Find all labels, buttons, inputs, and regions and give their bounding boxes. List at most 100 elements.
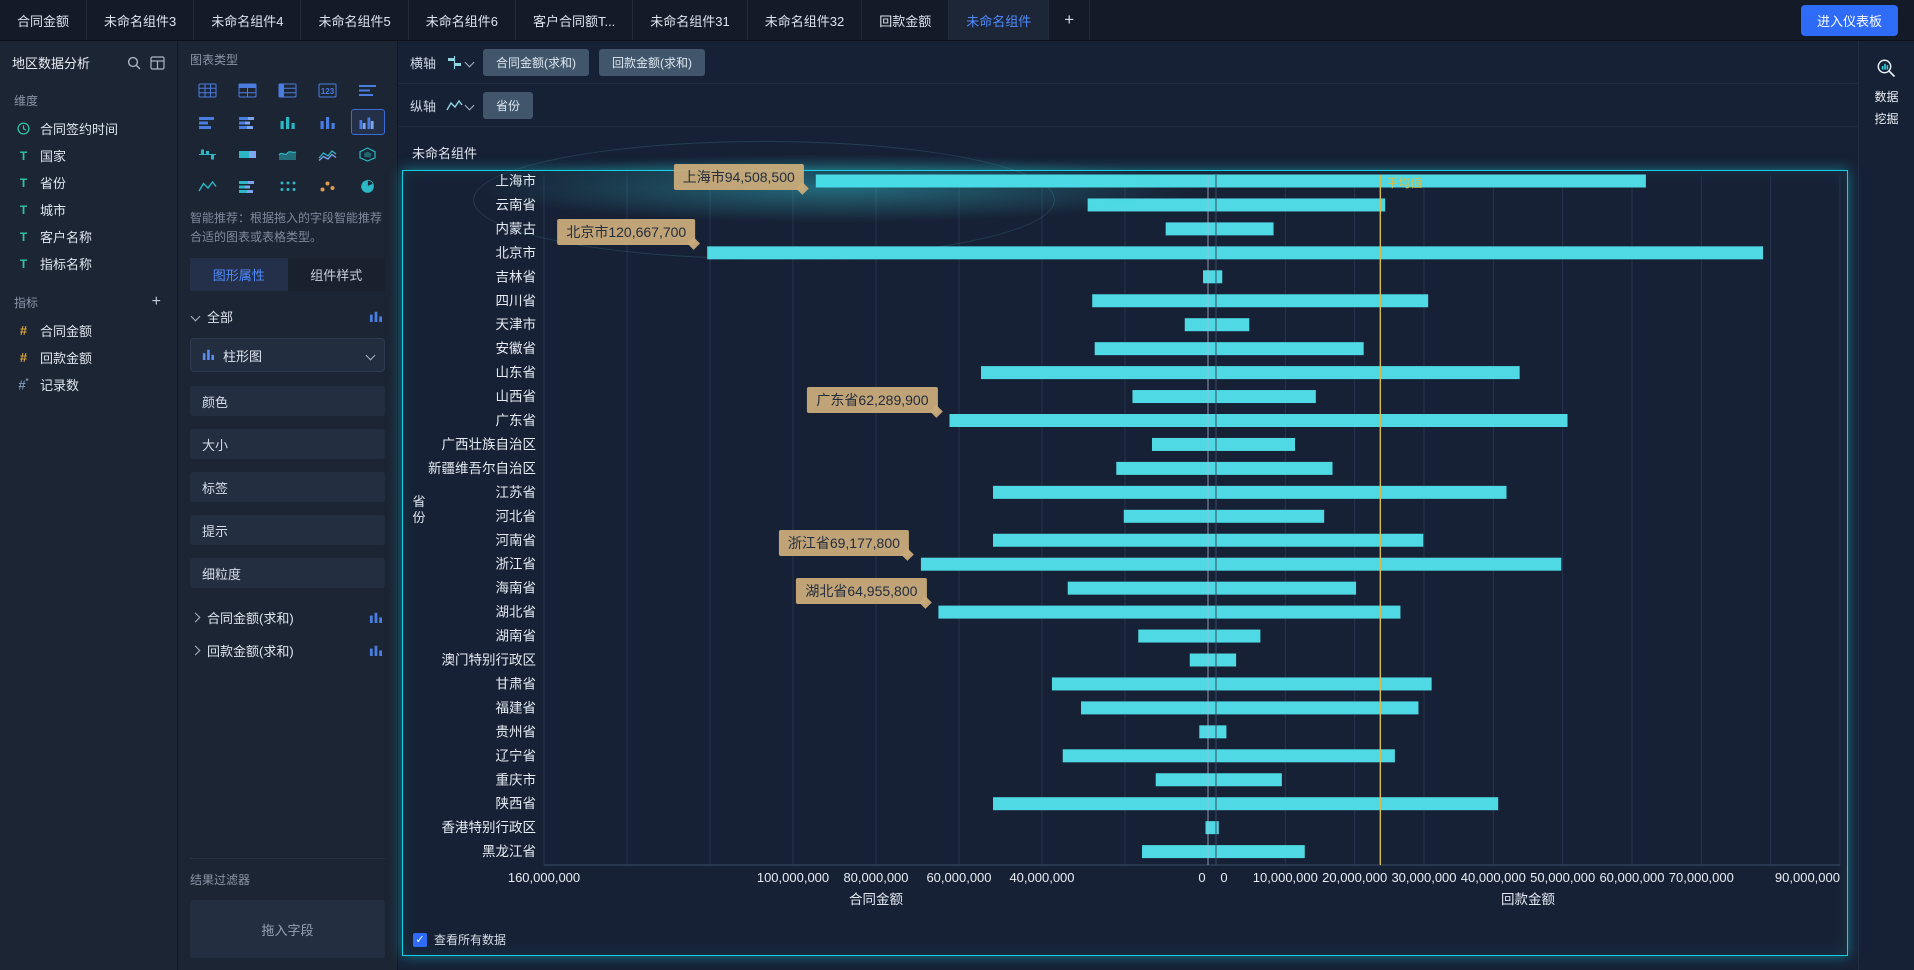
dimension-item-国家[interactable]: T 国家	[0, 142, 177, 169]
table-detail-icon[interactable]	[230, 77, 264, 103]
chevron-right-icon	[190, 645, 201, 656]
hash-icon: #*	[18, 376, 29, 393]
x-field-pill-回款金额(求和)[interactable]: 回款金额(求和)	[599, 48, 706, 76]
chart-component-selected[interactable]: 上海市 云南省 内蒙古 北京市 吉林省 四川省 天津市 安徽省 山东省 山西省 广东省 广西壮族自治区…	[402, 141, 1848, 956]
quota-section-回款金额(求和)[interactable]: 回款金额(求和)	[190, 634, 385, 667]
switch-dataset-icon[interactable]	[150, 55, 165, 70]
tab-回款金额[interactable]: 回款金额	[862, 0, 950, 40]
tab-未命名组件31[interactable]: 未命名组件31	[633, 0, 748, 40]
pie-chart-icon[interactable]	[351, 173, 385, 199]
category-label-河北省: 河北省	[496, 509, 537, 524]
indicator-card-icon[interactable]: 123	[311, 77, 345, 103]
rich-text-icon[interactable]	[351, 77, 385, 103]
line-chart-icon[interactable]	[190, 173, 224, 199]
svg-text:0: 0	[1220, 870, 1227, 885]
x-field-pill-合同金额(求和)[interactable]: 合同金额(求和)	[483, 48, 590, 76]
category-label-上海市: 上海市	[496, 173, 537, 189]
data-label-浙江省: 浙江省69,177,800	[778, 530, 914, 562]
dimension-item-省份[interactable]: T 省份	[0, 169, 177, 196]
measure-item-合同金额[interactable]: # 合同金额	[0, 317, 177, 344]
result-filter-section: 结果过滤器 拖入字段	[190, 858, 385, 958]
measure-label: 回款金额	[40, 351, 93, 366]
tab-未命名组件4[interactable]: 未命名组件4	[194, 0, 302, 40]
measures-header: 指标 +	[0, 277, 177, 317]
add-tab-button[interactable]: +	[1049, 0, 1091, 40]
bar-新疆维吾尔自治区	[1116, 461, 1333, 475]
bar-percent-icon[interactable]	[230, 173, 264, 199]
category-label-甘肃省: 甘肃省	[496, 676, 537, 691]
property-button-大小[interactable]: 大小	[190, 429, 385, 460]
radar-chart-icon[interactable]	[351, 141, 385, 167]
chart-subtype-select[interactable]: 柱形图	[190, 338, 385, 373]
table-pivot-icon[interactable]	[270, 77, 304, 103]
tab-组件样式[interactable]: 组件样式	[287, 258, 385, 292]
dimension-label: 国家	[40, 149, 67, 164]
y-axis-field-list: 省份	[483, 91, 534, 119]
tab-未命名组件6[interactable]: 未命名组件6	[409, 0, 516, 40]
property-button-颜色[interactable]: 颜色	[190, 386, 385, 417]
select-chevron-icon	[365, 350, 376, 361]
table-summary-icon[interactable]	[190, 77, 224, 103]
y-axis-label: 纵轴	[410, 98, 437, 114]
enter-dashboard-button[interactable]: 进入仪表板	[1800, 4, 1898, 36]
y-field-pill-省份[interactable]: 省份	[483, 91, 534, 119]
category-label-安徽省: 安徽省	[496, 341, 537, 356]
bar-辽宁省	[1062, 749, 1395, 763]
tab-未命名组件32[interactable]: 未命名组件32	[748, 0, 863, 40]
svg-text:60,000,000: 60,000,000	[1599, 870, 1664, 885]
measure-item-回款金额[interactable]: # 回款金额	[0, 344, 177, 371]
search-icon[interactable]	[127, 56, 141, 70]
measure-item-记录数[interactable]: #* 记录数	[0, 371, 177, 398]
measure-label: 记录数	[40, 378, 80, 393]
dimension-item-指标名称[interactable]: T 指标名称	[0, 250, 177, 277]
dimension-label: 城市	[40, 203, 67, 218]
data-label-广东省: 广东省62,289,900	[807, 386, 943, 418]
tab-客户合同额T...[interactable]: 客户合同额T...	[516, 0, 634, 40]
dimension-item-城市[interactable]: T 城市	[0, 196, 177, 223]
area-chart-icon[interactable]	[270, 141, 304, 167]
category-label-广西壮族自治区: 广西壮族自治区	[442, 437, 537, 452]
tab-未命名组件3[interactable]: 未命名组件3	[87, 0, 195, 40]
column-group-icon[interactable]	[350, 109, 385, 135]
x-axis-field-list: 合同金额(求和) 回款金额(求和)	[483, 48, 706, 76]
column-icon[interactable]	[311, 109, 345, 135]
add-measure-button[interactable]: +	[151, 293, 161, 310]
tab-图形属性[interactable]: 图形属性	[190, 258, 288, 292]
bar-bidirectional-icon[interactable]	[190, 141, 224, 167]
bar-黑龙江省	[1142, 845, 1305, 859]
column-basic-icon[interactable]	[270, 109, 304, 135]
bar-horizontal-icon[interactable]	[190, 109, 224, 135]
svg-text:80,000,000: 80,000,000	[843, 870, 908, 885]
category-label-山东省: 山东省	[496, 365, 537, 380]
category-label-福建省: 福建省	[496, 700, 537, 715]
property-button-细粒度[interactable]: 细粒度	[190, 558, 385, 589]
y-axis-type-icon[interactable]	[446, 98, 475, 113]
data-label-上海市: 上海市94,508,500	[673, 164, 809, 195]
dimension-item-客户名称[interactable]: T 客户名称	[0, 223, 177, 250]
quota-section-合同金额(求和)[interactable]: 合同金额(求和)	[190, 601, 385, 634]
property-button-提示[interactable]: 提示	[190, 515, 385, 546]
x-axis-type-icon[interactable]	[446, 55, 475, 70]
svg-text:100,000,000: 100,000,000	[757, 870, 829, 885]
tab-list: 合同金额 未命名组件3 未命名组件4 未命名组件5 未命名组件6 客户合同额T... 未命名…	[0, 0, 1091, 40]
chart-type-title: 图表类型	[190, 53, 239, 67]
dimension-label: 指标名称	[40, 257, 93, 272]
dot-plot-icon[interactable]	[270, 173, 304, 199]
tab-未命名组件5[interactable]: 未命名组件5	[301, 0, 409, 40]
tab-合同金额[interactable]: 合同金额	[0, 0, 88, 40]
data-mining-button[interactable]: 数据 挖掘	[1874, 57, 1899, 128]
component-title: 未命名组件	[412, 146, 478, 161]
tab-未命名组件[interactable]: 未命名组件	[949, 0, 1050, 40]
view-all-data-checkbox[interactable]: ✓	[413, 932, 427, 947]
all-section-toggle[interactable]: 全部	[190, 307, 383, 326]
scatter-chart-icon[interactable]	[311, 173, 345, 199]
category-label-江苏省: 江苏省	[496, 485, 537, 500]
property-button-标签[interactable]: 标签	[190, 472, 385, 503]
category-label-河南省: 河南省	[496, 533, 537, 548]
line-stack-icon[interactable]	[311, 141, 345, 167]
percent-bar-icon[interactable]	[230, 141, 264, 167]
dimension-item-合同签约时间[interactable]: 合同签约时间	[0, 115, 177, 142]
bar-stack-horizontal-icon[interactable]	[230, 109, 264, 135]
filter-dropzone[interactable]: 拖入字段	[190, 900, 385, 958]
svg-text:40,000,000: 40,000,000	[1009, 870, 1074, 885]
